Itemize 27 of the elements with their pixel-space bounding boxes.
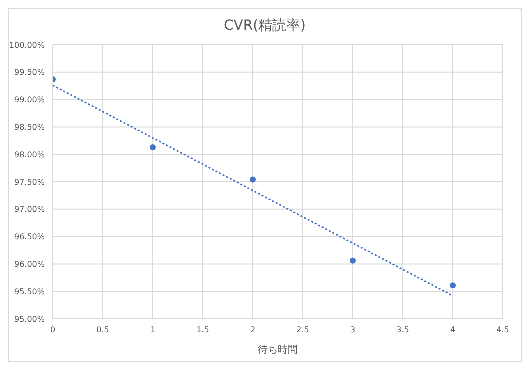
y-tick-label: 100.00%	[9, 40, 46, 50]
x-axis-title: 待ち時間	[258, 344, 298, 356]
point	[350, 258, 356, 264]
x-tick-label: 0	[50, 326, 56, 335]
x-tick-label: 4	[450, 326, 456, 335]
y-tick-label: 96.00%	[14, 260, 46, 270]
y-tick-label: 96.50%	[14, 232, 46, 242]
x-tick-label: 1.5	[196, 326, 210, 335]
point	[250, 176, 256, 183]
x-tick-label: 4.5	[496, 326, 510, 335]
y-tick-label: 98.50%	[14, 123, 46, 132]
point	[150, 144, 156, 150]
chart-title: CVR(精読率)	[222, 17, 307, 36]
y-tick-label: 99.00%	[14, 96, 46, 105]
y-tick-label: 95.50%	[14, 287, 46, 296]
x-tick-label: 3.5	[396, 326, 410, 335]
x-tick-label: 2	[250, 326, 256, 335]
y-tick-label: 98.00%	[14, 150, 46, 160]
x-tick-label: 3	[350, 326, 356, 335]
y-tick-label: 97.00%	[14, 205, 46, 214]
y-tick-label: 99.50%	[14, 68, 46, 78]
point	[450, 282, 456, 289]
x-tick-label: 1	[150, 326, 156, 335]
x-tick-label: 2.5	[296, 326, 310, 335]
x-tick-label: 0.5	[96, 326, 110, 335]
y-tick-label: 95.00%	[14, 314, 46, 324]
y-tick-label: 97.50%	[14, 178, 46, 187]
